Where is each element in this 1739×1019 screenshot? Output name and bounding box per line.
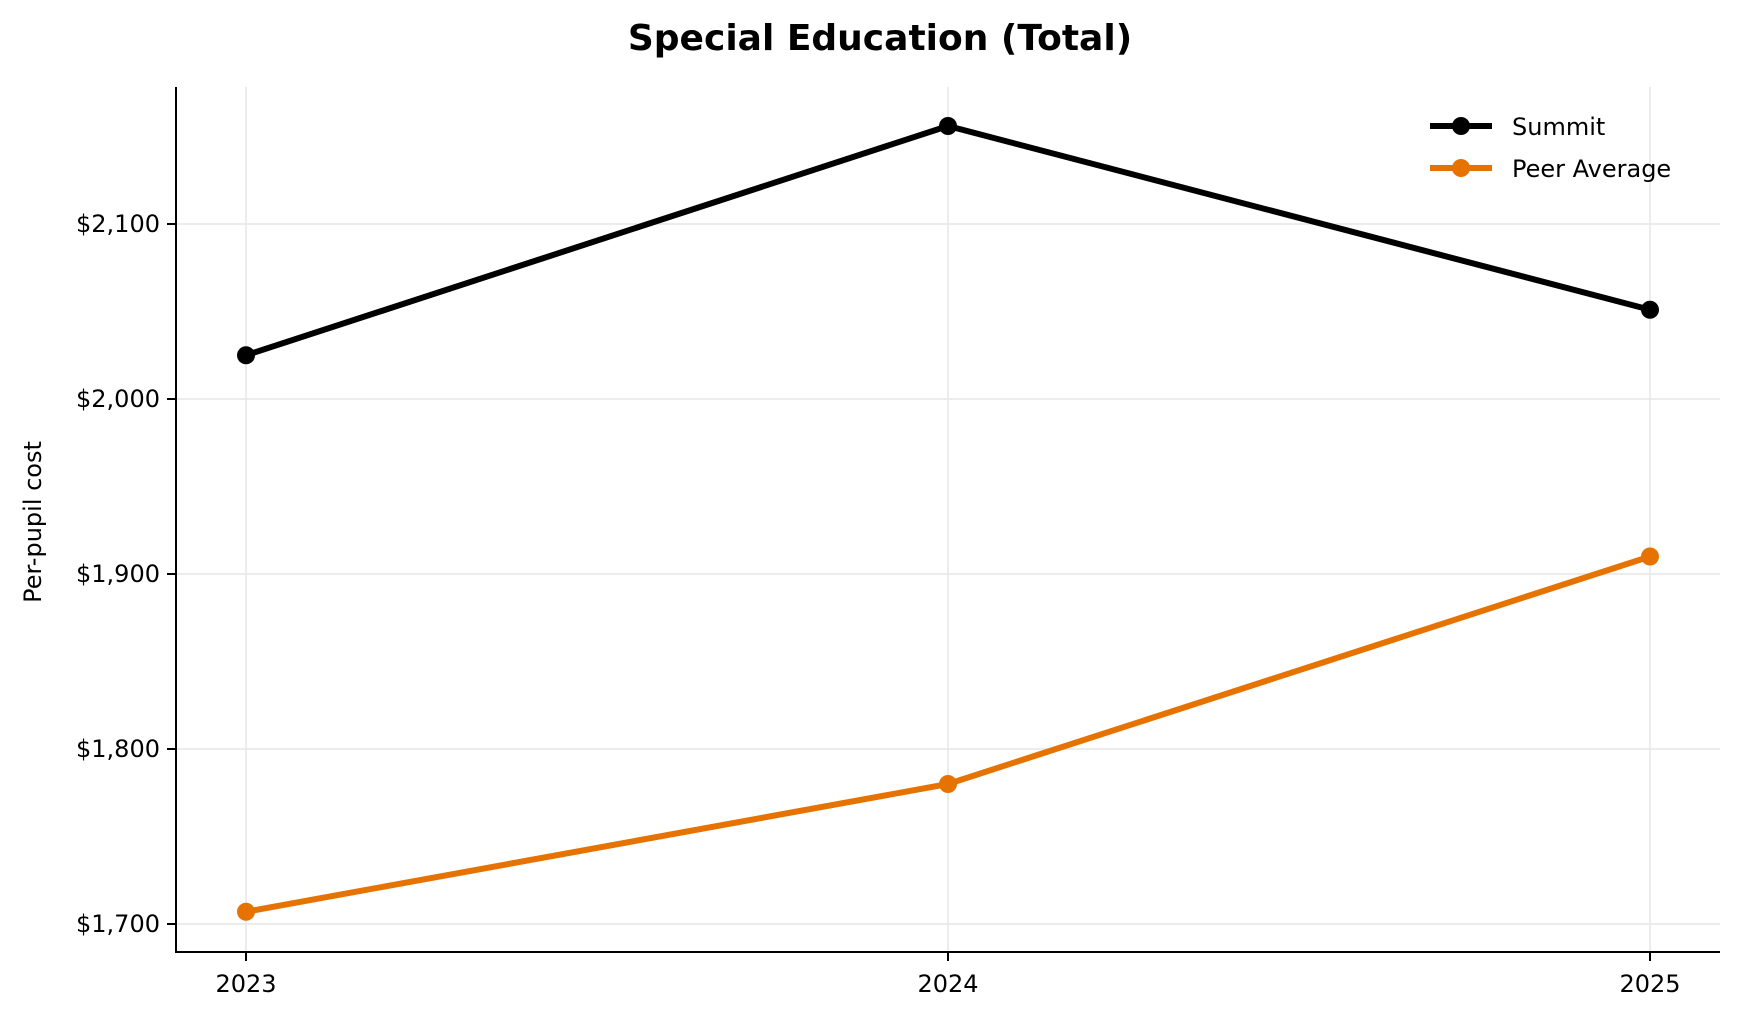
- legend-label: Summit: [1512, 113, 1605, 141]
- y-tick-label: $2,100: [76, 210, 160, 238]
- legend-item: Summit: [1430, 113, 1605, 141]
- data-point: [1641, 547, 1659, 566]
- x-tick-label: 2023: [215, 970, 276, 998]
- series-peer-average: [237, 547, 1659, 921]
- y-tick-label: $1,900: [76, 560, 160, 588]
- legend-item: Peer Average: [1430, 155, 1671, 183]
- y-tick-label: $1,800: [76, 735, 160, 763]
- series-layer: [237, 117, 1659, 921]
- data-point: [939, 775, 957, 793]
- legend-label: Peer Average: [1512, 155, 1671, 183]
- legend-marker-icon: [1452, 159, 1470, 177]
- y-axis-ticks: $1,700 $1,800 $1,900 $2,000 $2,100: [76, 210, 176, 938]
- y-tick-label: $1,700: [76, 910, 160, 938]
- y-tick-label: $2,000: [76, 385, 160, 413]
- x-axis-ticks: 2023 2024 2025: [215, 952, 1681, 998]
- legend-marker-icon: [1452, 117, 1470, 135]
- data-point: [237, 902, 255, 921]
- legend: Summit Peer Average: [1430, 113, 1671, 183]
- data-point: [939, 117, 957, 135]
- x-tick-label: 2024: [917, 970, 978, 998]
- x-gridlines: [245, 87, 1651, 951]
- data-point: [1641, 300, 1659, 319]
- data-point: [237, 346, 255, 365]
- x-tick-label: 2025: [1619, 970, 1680, 998]
- y-axis-label: Per-pupil cost: [19, 441, 47, 603]
- chart-title: Special Education (Total): [628, 18, 1132, 59]
- series-summit: [237, 117, 1659, 365]
